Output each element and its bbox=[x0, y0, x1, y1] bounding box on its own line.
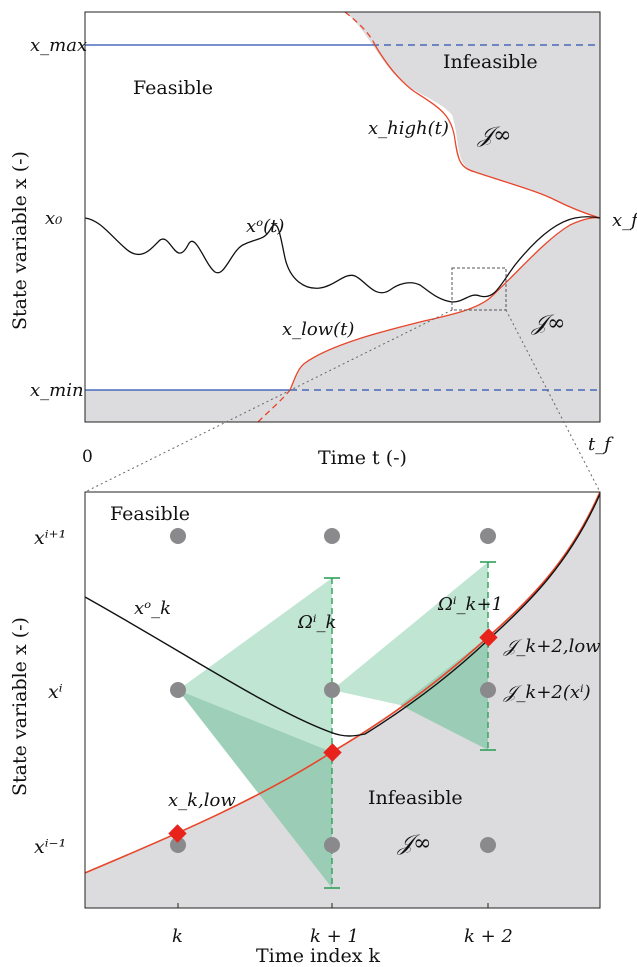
y-tick-x-i-plus-1: xⁱ⁺¹ bbox=[34, 527, 66, 549]
grid-point bbox=[170, 682, 186, 698]
reachable-set-omega-k-infeasible bbox=[178, 690, 332, 888]
y-tick-x-i: xⁱ bbox=[48, 681, 63, 703]
grid-point bbox=[324, 682, 340, 698]
x-high-label: x_high(t) bbox=[368, 118, 449, 139]
x-low-marker-k bbox=[168, 824, 187, 843]
bottom-plot-frame bbox=[84, 491, 601, 909]
grid-point bbox=[480, 682, 496, 698]
zoom-box bbox=[451, 267, 507, 311]
top-j-infinity-upper-label: 𝒥∞ bbox=[477, 123, 512, 148]
bottom-infeasible-region bbox=[85, 492, 600, 908]
x-tick-k: k bbox=[172, 926, 183, 947]
x-high-curve-dashed bbox=[344, 11, 376, 46]
bottom-y-axis-label: State variable x (-) bbox=[9, 617, 31, 796]
y-tick-x0: x₀ bbox=[45, 208, 62, 229]
grid-point bbox=[170, 528, 186, 544]
grid-point bbox=[170, 837, 186, 853]
x-low-marker-k2 bbox=[479, 628, 498, 647]
top-feasible-label: Feasible bbox=[133, 77, 213, 99]
bottom-x-low-curve bbox=[84, 491, 601, 874]
final-state-label: x_f bbox=[612, 210, 637, 231]
y-tick-x-max: x_max bbox=[30, 35, 87, 56]
bottom-feasible-label: Feasible bbox=[110, 503, 190, 525]
y-tick-x-i-minus-1: xⁱ⁻¹ bbox=[34, 836, 66, 858]
top-panel: Feasible Infeasible 𝒥∞ 𝒥∞ x_high(t) x_lo… bbox=[9, 11, 637, 469]
omega-k1-label: Ωⁱ_k+1 bbox=[437, 594, 503, 615]
omega-k-label: Ωⁱ_k bbox=[297, 612, 336, 633]
j-k2-low-label: 𝒥_k+2,low bbox=[503, 636, 601, 657]
reachable-set-omega-k1-infeasible bbox=[400, 637, 488, 750]
x-tick-end: t_f bbox=[588, 434, 614, 455]
bottom-infeasible-label: Infeasible bbox=[368, 787, 463, 809]
top-j-infinity-lower-label: 𝒥∞ bbox=[531, 311, 566, 336]
x-tick-start: 0 bbox=[82, 447, 93, 467]
bottom-optimal-curve bbox=[84, 493, 601, 737]
grid-point bbox=[480, 837, 496, 853]
x-low-curve bbox=[289, 217, 601, 391]
optimal-trajectory-curve bbox=[84, 216, 601, 303]
top-y-axis-label: State variable x (-) bbox=[9, 151, 31, 330]
grid-point bbox=[480, 528, 496, 544]
x-low-label: x_low(t) bbox=[282, 319, 354, 340]
reachable-set-omega-k1 bbox=[332, 562, 488, 705]
zoom-guide-right bbox=[505, 309, 601, 493]
optimal-trajectory-label: xᵒ(t) bbox=[246, 216, 284, 237]
x-k-low-label: x_k,low bbox=[168, 790, 236, 811]
x-low-marker-k1 bbox=[323, 743, 342, 762]
top-infeasible-upper-region bbox=[85, 12, 600, 218]
top-plot-frame bbox=[84, 11, 601, 423]
top-infeasible-lower-region bbox=[85, 217, 600, 422]
x-low-curve-dashed bbox=[257, 389, 291, 423]
bottom-x-axis-label: Time index k bbox=[256, 945, 381, 967]
x-high-curve bbox=[374, 44, 601, 219]
zoom-guide-left bbox=[84, 309, 453, 493]
top-infeasible-label: Infeasible bbox=[443, 51, 538, 73]
y-tick-x-min: x_min bbox=[30, 380, 84, 401]
top-x-axis-label: Time t (-) bbox=[318, 447, 407, 469]
grid-point bbox=[324, 528, 340, 544]
j-k2-xi-label: 𝒥_k+2(xⁱ) bbox=[503, 682, 591, 703]
bottom-panel: Feasible Infeasible 𝒥∞ xᵒ_k Ωⁱ_k Ωⁱ_k+1 … bbox=[9, 491, 601, 967]
bottom-j-infinity-label: 𝒥∞ bbox=[397, 831, 432, 856]
bottom-optimal-label: xᵒ_k bbox=[134, 598, 171, 619]
grid-point bbox=[324, 837, 340, 853]
reachable-set-omega-k bbox=[178, 578, 332, 752]
x-tick-k-plus-2: k + 2 bbox=[464, 926, 513, 947]
x-tick-k-plus-1: k + 1 bbox=[310, 926, 359, 947]
